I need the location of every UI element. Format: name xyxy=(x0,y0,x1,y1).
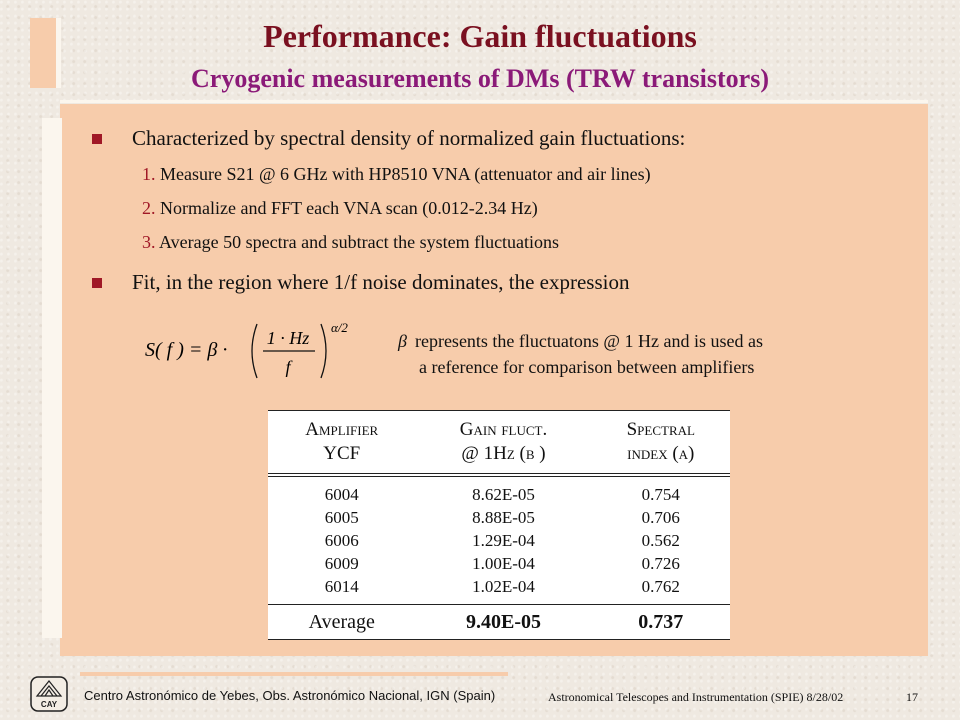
average-label: Average xyxy=(308,610,375,633)
title-accent-edge xyxy=(56,18,61,88)
panel-left-bar xyxy=(42,118,62,638)
gain-fluctuation-formula: S( f ) = β · 1 · Hz f α/2 xyxy=(145,320,348,379)
average-gain: 9.40E-05 xyxy=(466,610,541,633)
step-item: 1. Measure S21 @ 6 GHz with HP8510 VNA (… xyxy=(142,164,651,185)
footer-institution: Centro Astronómico de Yebes, Obs. Astron… xyxy=(84,688,496,703)
slide-title: Performance: Gain fluctuations xyxy=(263,18,697,54)
table-row: 6014 1.02E-04 0.762 xyxy=(324,576,680,596)
step-item: 3. Average 50 spectra and subtract the s… xyxy=(142,232,559,253)
beta-note-line2: a reference for comparison between ampli… xyxy=(419,357,755,377)
page-number: 17 xyxy=(906,690,918,704)
step-number: 2. xyxy=(142,198,156,218)
step-number: 1. xyxy=(142,164,156,184)
bullet-square-icon xyxy=(92,278,102,288)
step-item: 2. Normalize and FFT each VNA scan (0.01… xyxy=(142,198,538,219)
panel-top-line xyxy=(60,100,928,103)
formula-exponent: α/2 xyxy=(331,320,348,335)
step-number: 3. xyxy=(142,232,156,252)
cay-logo-icon: CAY xyxy=(30,676,68,712)
formula-denominator: f xyxy=(285,357,293,377)
table-row: 6004 8.62E-05 0.754 xyxy=(324,484,680,504)
table-average-row: Average 9.40E-05 0.737 xyxy=(268,604,730,640)
beta-symbol: β xyxy=(398,331,407,351)
bullet-text: Characterized by spectral density of nor… xyxy=(132,126,686,150)
beta-explanation: β represents the fluctuatons @ 1 Hz and i… xyxy=(398,328,763,380)
column-header-spectral-index: Spectral index (α) xyxy=(626,419,695,464)
step-text: Measure S21 @ 6 GHz with HP8510 VNA (att… xyxy=(160,164,651,184)
beta-note-line1: represents the fluctuatons @ 1 Hz and is… xyxy=(414,331,763,351)
formula-lhs: S( f ) = β · xyxy=(145,339,227,361)
bullet-text: Fit, in the region where 1/f noise domin… xyxy=(132,270,630,294)
amplifier-results-table: Amplifier YCF Gain fluct. @ 1Hz (β ) Spect… xyxy=(268,410,730,640)
average-index: 0.737 xyxy=(638,610,684,633)
slide-subtitle: Cryogenic measurements of DMs (TRW trans… xyxy=(191,64,769,93)
formula-numerator: 1 · Hz xyxy=(267,328,310,348)
footer-accent-line xyxy=(80,672,508,676)
table-row: 6005 8.88E-05 0.706 xyxy=(324,507,680,527)
table-row: 6009 1.00E-04 0.726 xyxy=(324,553,680,573)
table-header-row: Amplifier YCF Gain fluct. @ 1Hz (β ) Spect… xyxy=(268,410,730,475)
footer-conference: Astronomical Telescopes and Instrumentat… xyxy=(548,690,844,704)
step-text: Average 50 spectra and subtract the syst… xyxy=(159,232,560,252)
bullet-square-icon xyxy=(92,134,102,144)
step-text: Normalize and FFT each VNA scan (0.012-2… xyxy=(160,198,538,218)
title-accent-bar xyxy=(30,18,56,88)
formula-right-paren xyxy=(320,323,327,379)
table-row: 6006 1.29E-04 0.562 xyxy=(324,530,680,550)
column-header-gain-fluct: Gain fluct. @ 1Hz (β ) xyxy=(459,419,548,464)
formula-left-paren xyxy=(251,323,258,379)
column-header-amplifier: Amplifier YCF xyxy=(305,419,379,464)
svg-text:CAY: CAY xyxy=(41,700,58,709)
